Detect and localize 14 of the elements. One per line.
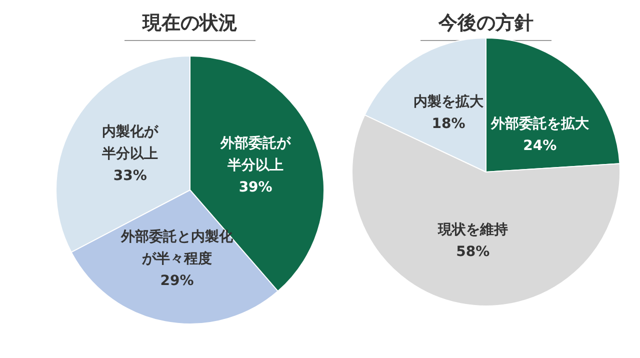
data-label: 58% [456,244,490,260]
chart-title: 今後の方針 [420,10,552,41]
slice-label: 外部委託が半分以上 [220,134,292,174]
data-label: 33% [113,168,147,184]
slice-label: 外部委託を拡大 [490,114,590,132]
slice-label: 内製を拡大 [413,92,484,110]
data-label: 39% [238,179,272,196]
slice-label: 外部委託と内製化が半々程度 [120,228,234,267]
slice-label: 現状を維持 [436,222,508,238]
chart-title: 現在の状況 [124,10,256,41]
data-label: 24% [523,138,557,154]
data-label: 18% [432,116,466,132]
slice-label: 内製化が半分以上 [101,124,160,162]
data-label: 29% [160,272,194,289]
